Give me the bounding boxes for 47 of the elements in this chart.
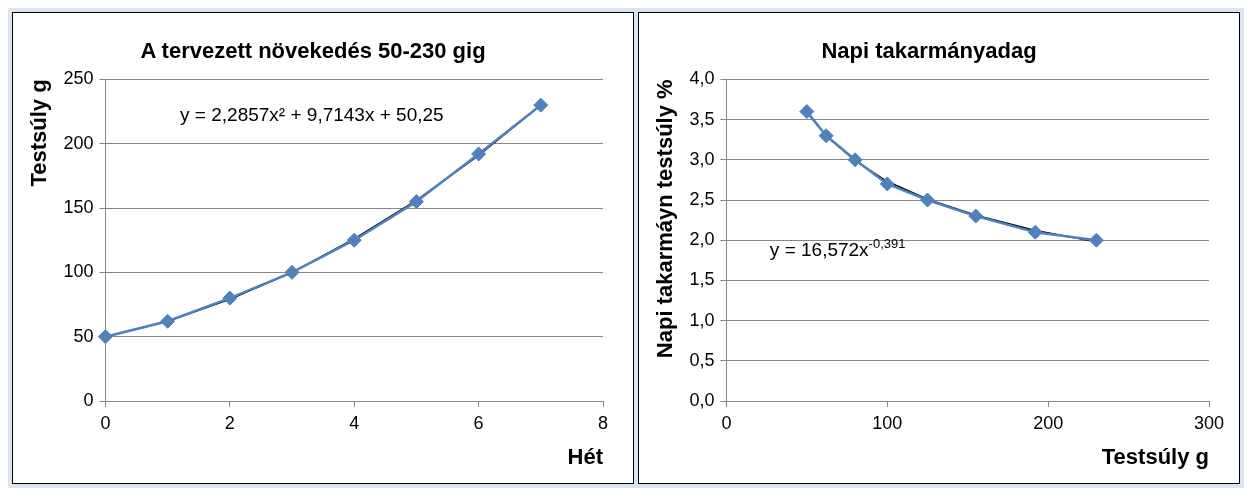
x-axis-title: Hét bbox=[567, 443, 604, 469]
y-tick-label: 4,0 bbox=[689, 68, 715, 89]
y-axis-title: Napi takarmáyn testsúly % bbox=[652, 79, 678, 359]
x-tick-label: 8 bbox=[597, 412, 609, 433]
x-tick-label: 0 bbox=[100, 412, 111, 433]
y-tick-label: 2,0 bbox=[689, 229, 715, 250]
point bbox=[222, 290, 238, 306]
x-tick-label: 6 bbox=[473, 412, 484, 433]
point bbox=[847, 152, 863, 168]
chart-title: A tervezett növekedés 50-230 gig bbox=[140, 38, 486, 64]
y-tick-label: 0,0 bbox=[689, 389, 715, 410]
y-tick-label: 200 bbox=[63, 132, 94, 153]
point bbox=[879, 176, 895, 192]
y-axis-title: Testsúly g bbox=[26, 79, 52, 187]
x-tick-label: 200 bbox=[1033, 412, 1064, 433]
annotation: y = 2,2857x² + 9,7143x + 50,25 bbox=[180, 104, 444, 126]
x-tick-label: 2 bbox=[224, 412, 235, 433]
point bbox=[1027, 224, 1043, 240]
chart-title: Napi takarmányadag bbox=[821, 38, 1037, 64]
x-tick-label: 0 bbox=[721, 412, 732, 433]
x-tick-label: 300 bbox=[1193, 412, 1225, 433]
x-tick-label: 4 bbox=[349, 412, 360, 433]
x-tick-label: 100 bbox=[872, 412, 903, 433]
point bbox=[471, 146, 487, 162]
y-tick-label: 3,5 bbox=[689, 108, 715, 129]
y-tick-label: 50 bbox=[73, 325, 94, 346]
point bbox=[968, 208, 984, 224]
x-axis-title: Testsúly g bbox=[1101, 443, 1209, 469]
y-tick-label: 250 bbox=[63, 68, 94, 89]
point bbox=[408, 194, 424, 210]
y-tick-label: 1,5 bbox=[689, 269, 715, 290]
point bbox=[799, 104, 815, 120]
point bbox=[97, 329, 113, 345]
point bbox=[1088, 232, 1104, 248]
point bbox=[160, 313, 176, 329]
point bbox=[920, 192, 935, 208]
y-tick-label: 2,5 bbox=[689, 188, 715, 209]
y-tick-label: 0,5 bbox=[689, 349, 715, 370]
point bbox=[346, 232, 362, 248]
y-tick-label: 100 bbox=[63, 261, 94, 282]
y-tick-label: 150 bbox=[63, 197, 94, 218]
point bbox=[533, 97, 549, 113]
y-tick-label: 3,0 bbox=[689, 148, 715, 169]
y-tick-label: 0 bbox=[83, 389, 94, 410]
y-tick-label: 1,0 bbox=[689, 309, 715, 330]
point bbox=[818, 128, 834, 144]
point bbox=[284, 264, 300, 280]
